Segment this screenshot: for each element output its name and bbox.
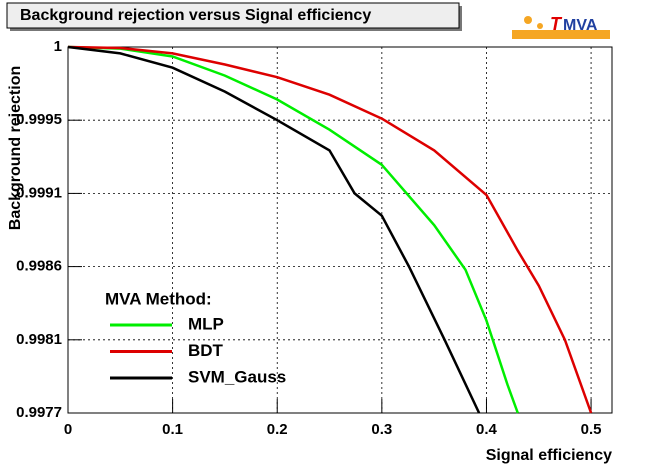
x-tick-label: 0.2 <box>267 421 288 438</box>
legend-label: MLP <box>188 314 224 333</box>
plot-frame <box>67 46 613 414</box>
y-tick-label: 0.9986 <box>16 258 62 275</box>
legend-label: BDT <box>188 341 224 360</box>
x-tick-label: 0.4 <box>476 421 498 438</box>
logo-t: T <box>550 14 563 34</box>
y-tick-label: 1 <box>54 38 62 55</box>
logo-mva: MVA <box>563 17 598 34</box>
legend-title: MVA Method: <box>105 289 212 308</box>
legend-label: SVM_Gauss <box>188 367 286 386</box>
y-tick-label: 0.9981 <box>16 331 62 348</box>
y-tick-label: 0.9995 <box>16 111 62 128</box>
line-series <box>67 45 481 414</box>
y-tick-label: 0.9977 <box>16 404 62 421</box>
y-tick-label: 0.9991 <box>16 184 62 201</box>
x-tick-label: 0.1 <box>162 421 183 438</box>
title-box <box>6 2 460 29</box>
chart-title: Background rejection versus Signal effic… <box>20 7 371 24</box>
line-series <box>67 45 519 414</box>
logo-bar <box>512 30 610 39</box>
logo-dot <box>537 23 543 29</box>
logo-dot <box>524 16 532 24</box>
x-tick-label: 0 <box>64 421 72 438</box>
x-axis-label: Signal efficiency <box>486 447 612 464</box>
logo: T MVA <box>512 14 610 39</box>
line-series <box>67 45 593 414</box>
x-tick-label: 0.5 <box>581 421 602 438</box>
y-axis-label: Background rejection <box>7 66 24 230</box>
x-tick-label: 0.3 <box>371 421 392 438</box>
